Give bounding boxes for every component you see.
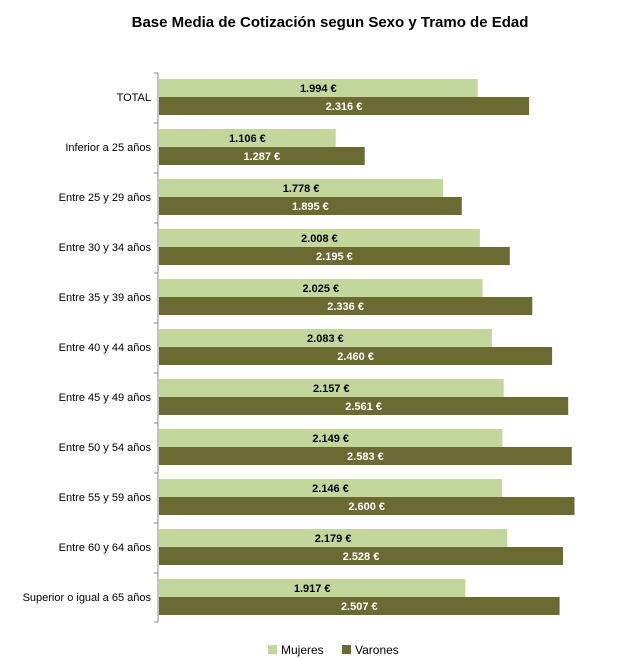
data-label-mujeres-inferior-a-25-anos: 1.106 € bbox=[229, 133, 266, 145]
category-label-entre-55-y-59-anos: Entre 55 y 59 años bbox=[59, 492, 152, 504]
plot-area: TOTAL 1.994 € 2.316 € Inferior a 25 años 1.1… bbox=[23, 72, 575, 623]
bar-mujeres-entre-45-y-49-anos bbox=[159, 379, 504, 397]
bar-varones-entre-60-y-64-anos bbox=[159, 547, 563, 565]
category-label-inferior-a-25-anos: Inferior a 25 años bbox=[65, 142, 151, 154]
data-label-varones-entre-30-y-34-anos: 2.195 € bbox=[316, 251, 353, 263]
data-label-mujeres-entre-25-y-29-anos: 1.778 € bbox=[283, 183, 320, 195]
data-label-mujeres-entre-30-y-34-anos: 2.008 € bbox=[301, 233, 338, 245]
bar-mujeres-entre-30-y-34-anos bbox=[159, 229, 480, 247]
bar-varones-total bbox=[159, 97, 530, 115]
data-label-varones-entre-60-y-64-anos: 2.528 € bbox=[343, 551, 380, 563]
bar-mujeres-inferior-a-25-anos bbox=[159, 129, 336, 147]
data-label-varones-inferior-a-25-anos: 1.287 € bbox=[243, 151, 280, 163]
data-label-varones-entre-55-y-59-anos: 2.600 € bbox=[348, 501, 385, 513]
bar-varones-entre-25-y-29-anos bbox=[159, 197, 462, 215]
data-label-varones-entre-25-y-29-anos: 1.895 € bbox=[292, 201, 329, 213]
legend: Mujeres Varones bbox=[268, 643, 399, 657]
category-label-entre-50-y-54-anos: Entre 50 y 54 años bbox=[59, 442, 152, 454]
data-label-mujeres-entre-35-y-39-anos: 2.025 € bbox=[302, 283, 339, 295]
category-label-entre-45-y-49-anos: Entre 45 y 49 años bbox=[59, 392, 152, 404]
bar-varones-entre-30-y-34-anos bbox=[159, 247, 510, 265]
category-label-entre-60-y-64-anos: Entre 60 y 64 años bbox=[59, 542, 152, 554]
category-label-entre-35-y-39-anos: Entre 35 y 39 años bbox=[59, 292, 152, 304]
data-label-varones-entre-40-y-44-anos: 2.460 € bbox=[337, 351, 374, 363]
legend-label-mujeres: Mujeres bbox=[281, 643, 324, 657]
data-label-mujeres-entre-45-y-49-anos: 2.157 € bbox=[313, 383, 350, 395]
bar-mujeres-entre-55-y-59-anos bbox=[159, 479, 502, 497]
bar-mujeres-entre-50-y-54-anos bbox=[159, 429, 503, 447]
data-label-mujeres-entre-50-y-54-anos: 2.149 € bbox=[312, 433, 349, 445]
category-label-total: TOTAL bbox=[117, 92, 151, 104]
bar-mujeres-entre-25-y-29-anos bbox=[159, 179, 444, 197]
bar-varones-superior-o-igual-a-65-anos bbox=[159, 597, 560, 615]
bar-varones-entre-35-y-39-anos bbox=[159, 297, 533, 315]
data-label-mujeres-superior-o-igual-a-65-anos: 1.917 € bbox=[294, 583, 331, 595]
category-label-entre-40-y-44-anos: Entre 40 y 44 años bbox=[59, 342, 152, 354]
data-label-mujeres-entre-60-y-64-anos: 2.179 € bbox=[315, 533, 352, 545]
data-label-varones-entre-50-y-54-anos: 2.583 € bbox=[347, 451, 384, 463]
bar-varones-entre-50-y-54-anos bbox=[159, 447, 572, 465]
bar-varones-entre-55-y-59-anos bbox=[159, 497, 575, 515]
bar-mujeres-entre-35-y-39-anos bbox=[159, 279, 483, 297]
category-label-entre-30-y-34-anos: Entre 30 y 34 años bbox=[59, 242, 152, 254]
bar-varones-entre-40-y-44-anos bbox=[159, 347, 553, 365]
bar-varones-entre-45-y-49-anos bbox=[159, 397, 569, 415]
bar-mujeres-entre-40-y-44-anos bbox=[159, 329, 492, 347]
category-label-entre-25-y-29-anos: Entre 25 y 29 años bbox=[59, 192, 152, 204]
data-label-varones-superior-o-igual-a-65-anos: 2.507 € bbox=[341, 601, 378, 613]
category-label-superior-o-igual-a-65-anos: Superior o igual a 65 años bbox=[23, 592, 152, 604]
legend-swatch-mujeres bbox=[268, 645, 277, 654]
legend-swatch-varones bbox=[342, 645, 351, 654]
chart-title: Base Media de Cotización segun Sexo y Tr… bbox=[132, 14, 529, 31]
data-label-mujeres-entre-55-y-59-anos: 2.146 € bbox=[312, 483, 349, 495]
data-label-mujeres-entre-40-y-44-anos: 2.083 € bbox=[307, 333, 344, 345]
data-label-varones-entre-35-y-39-anos: 2.336 € bbox=[327, 301, 364, 313]
bar-mujeres-total bbox=[159, 79, 478, 97]
data-label-varones-entre-45-y-49-anos: 2.561 € bbox=[345, 401, 382, 413]
data-label-mujeres-total: 1.994 € bbox=[300, 83, 337, 95]
bar-varones-inferior-a-25-anos bbox=[159, 147, 365, 165]
data-label-varones-total: 2.316 € bbox=[326, 101, 363, 113]
legend-label-varones: Varones bbox=[355, 643, 399, 657]
bar-mujeres-entre-60-y-64-anos bbox=[159, 529, 508, 547]
bar-mujeres-superior-o-igual-a-65-anos bbox=[159, 579, 466, 597]
